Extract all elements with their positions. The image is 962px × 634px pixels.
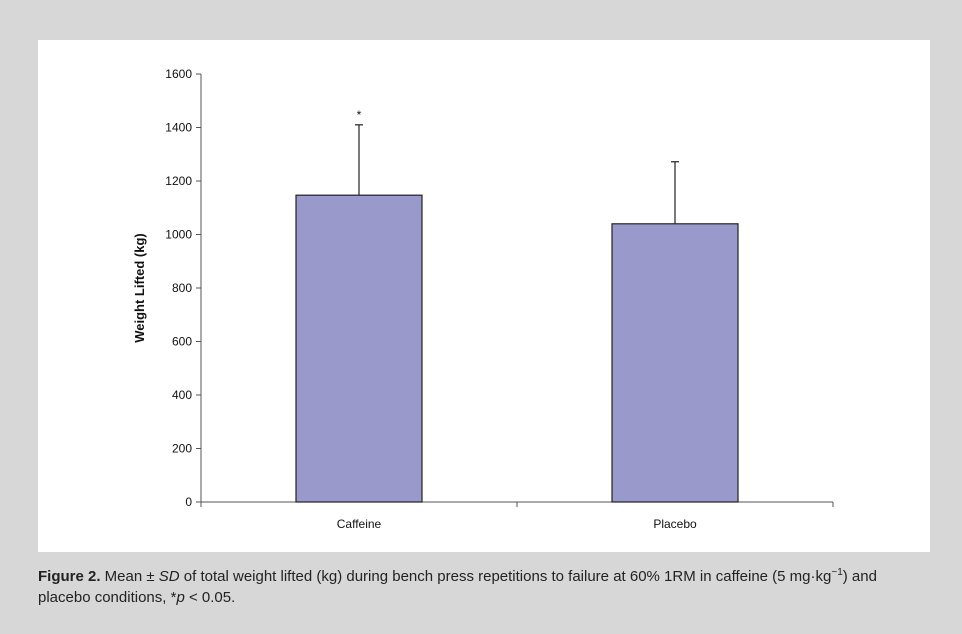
bar-caffeine bbox=[295, 194, 423, 503]
caption-superscript: −1 bbox=[831, 567, 843, 578]
x-tick-label: Caffeine bbox=[337, 517, 382, 531]
bar-placebo bbox=[611, 223, 739, 503]
caption-text-1: Mean ± bbox=[100, 568, 159, 585]
y-tick-label: 800 bbox=[172, 281, 192, 295]
y-tick-label: 1200 bbox=[165, 174, 192, 188]
figure-caption: Figure 2. Mean ± SD of total weight lift… bbox=[38, 566, 932, 608]
plot-panel: 0 200 400 600 800 1000 1200 1400 1600 * Caffeine Pl… bbox=[38, 40, 930, 552]
caption-text-4: < 0.05. bbox=[184, 589, 236, 606]
caption-sd: SD bbox=[158, 568, 180, 585]
caption-text-3: ) and placebo conditions, * bbox=[38, 568, 877, 606]
bar-chart: 0 200 400 600 800 1000 1200 1400 1600 * Caffeine Pl… bbox=[132, 67, 834, 531]
y-tick-label: 200 bbox=[172, 442, 192, 456]
y-tick-label: 400 bbox=[172, 388, 192, 402]
y-tick-label: 1000 bbox=[165, 228, 192, 242]
y-tick-label: 600 bbox=[172, 335, 192, 349]
caption-p: p bbox=[176, 589, 185, 606]
significance-marker: * bbox=[357, 108, 362, 122]
y-tick-label: 0 bbox=[185, 495, 192, 509]
y-axis-title: Weight Lifted (kg) bbox=[132, 233, 147, 343]
x-tick-label: Placebo bbox=[653, 517, 697, 531]
caption-label: Figure 2. bbox=[38, 568, 101, 585]
y-tick-label: 1400 bbox=[165, 121, 192, 135]
y-tick-label: 1600 bbox=[165, 67, 192, 81]
caption-text-2: of total weight lifted (kg) during bench… bbox=[179, 568, 832, 585]
